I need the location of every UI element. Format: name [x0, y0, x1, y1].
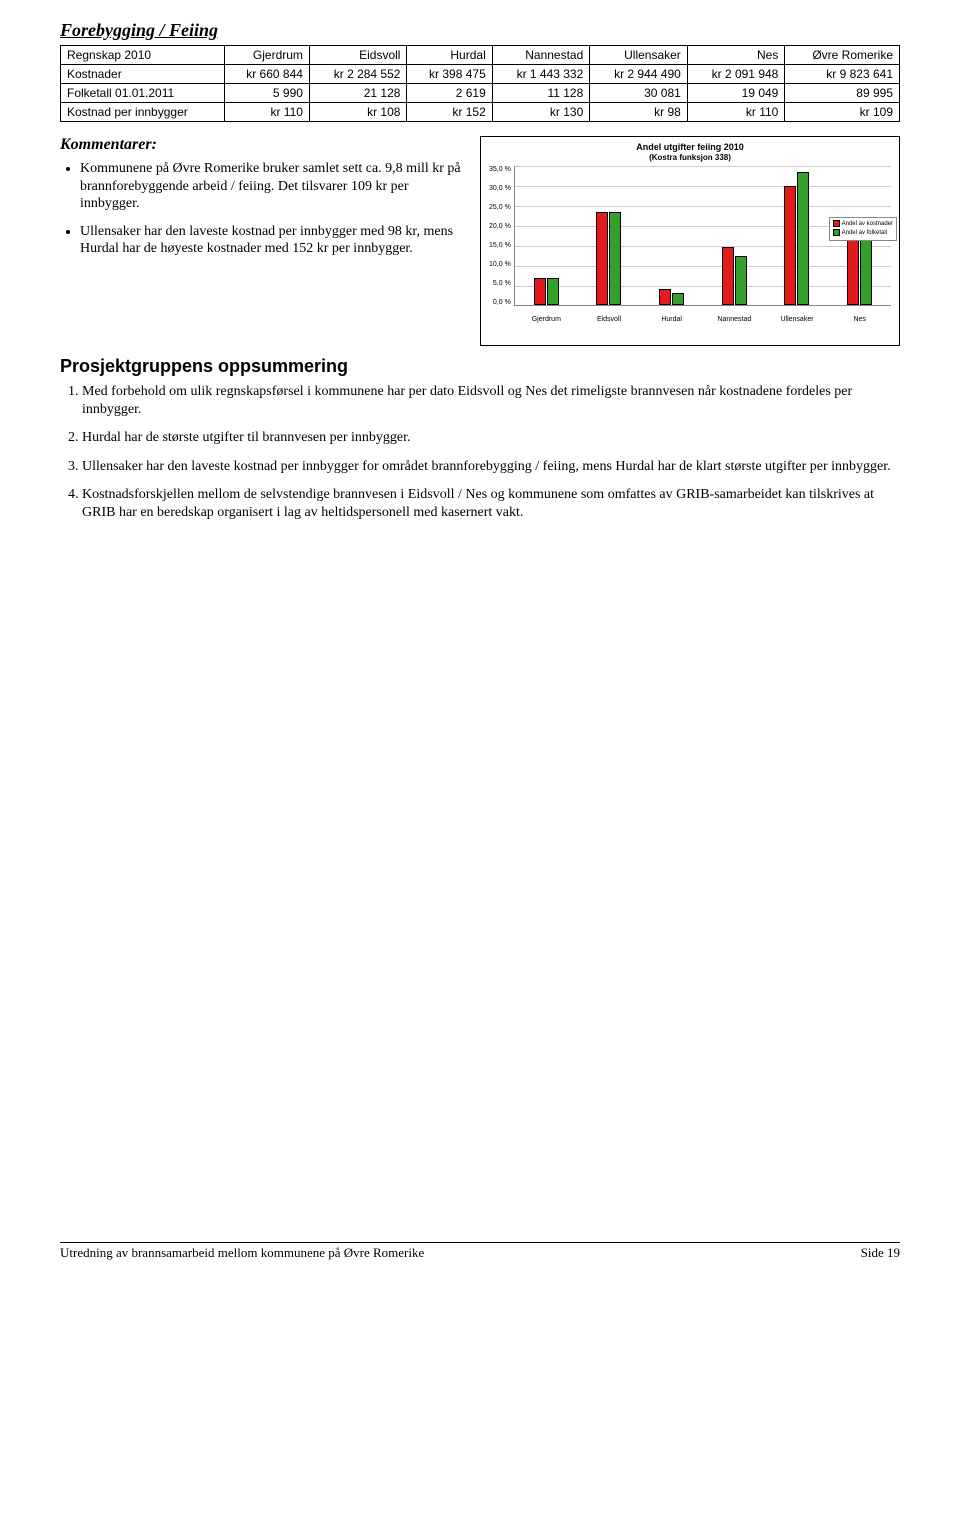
table-header: Ullensaker — [590, 46, 688, 65]
list-item: Ullensaker har den laveste kostnad per i… — [82, 458, 900, 476]
list-item: Med forbehold om ulik regnskapsførsel i … — [82, 383, 900, 419]
chart-bar — [797, 172, 809, 305]
footer-left: Utredning av brannsamarbeid mellom kommu… — [60, 1245, 424, 1261]
page-footer: Utredning av brannsamarbeid mellom kommu… — [60, 1242, 900, 1261]
table-header: Øvre Romerike — [785, 46, 900, 65]
chart-bar — [534, 278, 546, 305]
chart-legend: Andel av kostnaderAndel av folketall — [829, 217, 897, 241]
summary-heading: Prosjektgruppens oppsummering — [60, 356, 900, 377]
list-item: Ullensaker har den laveste kostnad per i… — [80, 223, 468, 258]
comments-heading: Kommentarer: — [60, 136, 468, 154]
cost-table: Regnskap 2010GjerdrumEidsvollHurdalNanne… — [60, 45, 900, 122]
table-header: Nes — [687, 46, 785, 65]
chart-bar — [659, 289, 671, 305]
chart-title: Andel utgifter feiing 2010 — [489, 143, 891, 153]
chart-bar — [547, 278, 559, 305]
list-item: Hurdal har de største utgifter til brann… — [82, 429, 900, 447]
table-row: Kostnaderkr 660 844kr 2 284 552kr 398 47… — [61, 65, 900, 84]
table-row: Kostnad per innbyggerkr 110kr 108kr 152k… — [61, 103, 900, 122]
footer-right: Side 19 — [861, 1245, 900, 1261]
list-item: Kostnadsforskjellen mellom de selvstendi… — [82, 486, 900, 522]
chart-bar — [735, 256, 747, 305]
comment-list: Kommunene på Øvre Romerike bruker samlet… — [60, 160, 468, 258]
share-chart: Andel utgifter feiing 2010 (Kostra funks… — [480, 136, 900, 346]
table-header: Eidsvoll — [309, 46, 407, 65]
table-header: Nannestad — [492, 46, 590, 65]
table-row: Folketall 01.01.20115 99021 1282 61911 1… — [61, 84, 900, 103]
chart-subtitle: (Kostra funksjon 338) — [489, 153, 891, 162]
table-header: Regnskap 2010 — [61, 46, 225, 65]
chart-bar — [609, 212, 621, 305]
page-heading: Forebygging / Feiing — [60, 20, 900, 41]
chart-bar — [784, 186, 796, 305]
chart-bar — [596, 212, 608, 305]
list-item: Kommunene på Øvre Romerike bruker samlet… — [80, 160, 468, 213]
summary-list: Med forbehold om ulik regnskapsførsel i … — [60, 383, 900, 522]
chart-bar — [722, 247, 734, 305]
chart-yaxis: 35,0 %30,0 %25,0 %20,0 %15,0 %10,0 %5,0 … — [489, 166, 514, 306]
table-header: Gjerdrum — [224, 46, 309, 65]
chart-xaxis: GjerdrumEidsvollHurdalNannestadUllensake… — [489, 316, 891, 323]
table-header: Hurdal — [407, 46, 492, 65]
chart-bar — [672, 293, 684, 305]
